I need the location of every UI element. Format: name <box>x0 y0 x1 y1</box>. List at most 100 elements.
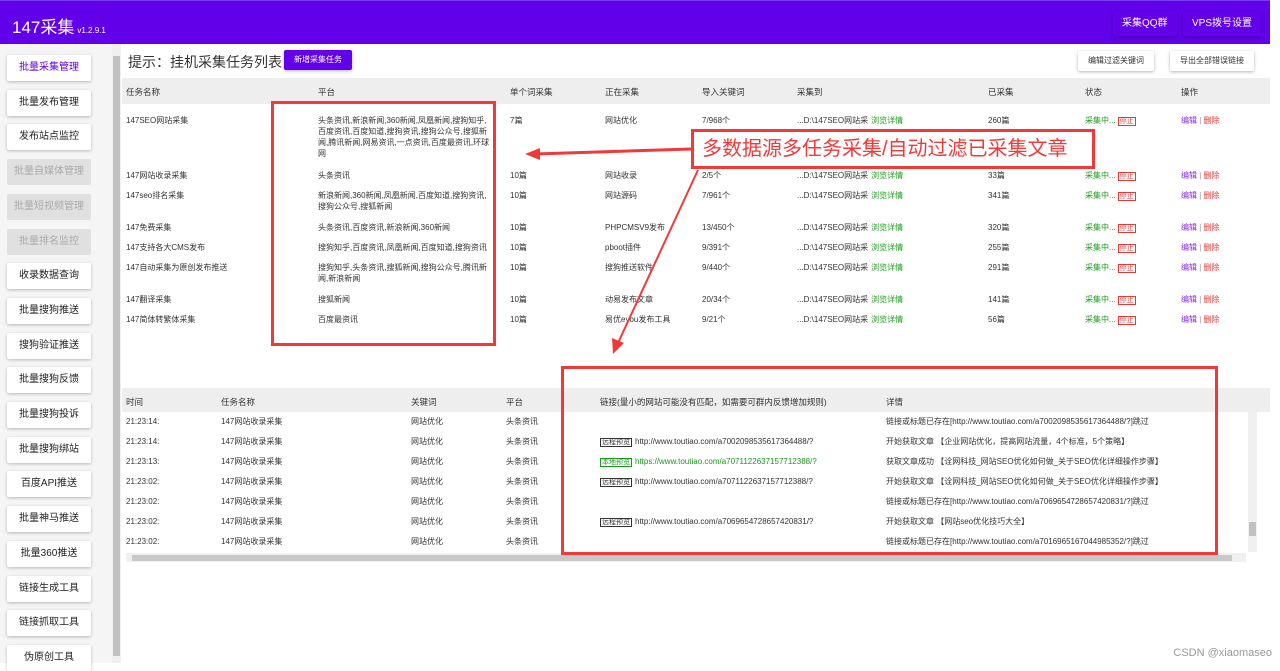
annotation-box-platforms <box>271 101 496 346</box>
link-url[interactable]: http://www.toutiao.com/a7071122637157712… <box>635 477 813 486</box>
edit-link[interactable]: 编辑 <box>1181 263 1197 272</box>
edit-link[interactable]: 编辑 <box>1181 295 1197 304</box>
log-task: 147网站收录采集 <box>221 477 283 486</box>
log-detail: 开始获取文章 【网站seo优化技巧大全】 <box>886 517 1030 526</box>
stop-button[interactable]: 停止 <box>1117 316 1136 325</box>
link-url[interactable]: https://www.toutiao.com/a707112263715771… <box>635 457 817 466</box>
save-path: ...D:\147SEO网站采 浏览详情 <box>797 115 903 126</box>
current-keyword: PHPCMSV9发布 <box>605 223 666 232</box>
sidebar-item[interactable]: 批量采集管理 <box>7 55 91 81</box>
edit-link[interactable]: 编辑 <box>1181 243 1197 252</box>
column-header: 正在采集 <box>605 87 640 97</box>
edit-filter-keywords-button[interactable]: 编辑过滤关键词 <box>1078 51 1154 71</box>
delete-link[interactable]: 删除 <box>1203 315 1220 324</box>
delete-link[interactable]: 删除 <box>1203 191 1220 200</box>
qq-group-button[interactable]: 采集QQ群 <box>1113 12 1177 36</box>
delete-link[interactable]: 删除 <box>1203 243 1220 252</box>
delete-link[interactable]: 删除 <box>1203 116 1220 125</box>
log-platform: 头条资讯 <box>506 477 538 486</box>
view-details-link[interactable]: 浏览详情 <box>871 223 904 232</box>
app-header: 147采集 v1.2.9.1 采集QQ群 VPS拨号设置 <box>0 0 1270 44</box>
keyword-progress: 13/450个 <box>702 223 735 232</box>
log-time: 21:23:14: <box>126 437 160 446</box>
edit-link[interactable]: 编辑 <box>1181 223 1197 232</box>
separator: | <box>1199 116 1202 125</box>
per-keyword-count: 10篇 <box>510 191 527 200</box>
collected-count: 341篇 <box>988 191 1010 200</box>
sidebar-item[interactable]: 批量搜狗绑站 <box>7 436 91 463</box>
view-details-link[interactable]: 浏览详情 <box>871 263 904 272</box>
sidebar-item[interactable]: 收录数据查询 <box>7 263 91 290</box>
stop-button[interactable]: 停止 <box>1117 296 1136 305</box>
log-column-header: 时间 <box>126 397 144 407</box>
view-details-link[interactable]: 浏览详情 <box>871 295 904 304</box>
stop-button[interactable]: 停止 <box>1117 172 1136 181</box>
edit-link[interactable]: 编辑 <box>1181 191 1197 200</box>
edit-link[interactable]: 编辑 <box>1181 315 1197 324</box>
sidebar-item[interactable]: 百度API推送 <box>7 471 91 498</box>
view-details-link[interactable]: 浏览详情 <box>871 171 904 180</box>
log-time: 21:23:02: <box>126 537 160 546</box>
view-details-link[interactable]: 浏览详情 <box>871 243 904 252</box>
save-path: ...D:\147SEO网站采 浏览详情 <box>797 190 903 201</box>
local-preview-button[interactable]: 本地预览 <box>600 458 632 467</box>
status: 采集中... 停止 <box>1085 242 1136 254</box>
edit-link[interactable]: 编辑 <box>1181 171 1197 180</box>
log-detail: 链接或标题已存在[http://www.toutiao.com/a7002098… <box>886 417 1149 426</box>
stop-button[interactable]: 停止 <box>1117 192 1136 201</box>
delete-link[interactable]: 删除 <box>1203 171 1220 180</box>
stop-button[interactable]: 停止 <box>1117 117 1136 126</box>
sidebar-item[interactable]: 发布站点监控 <box>7 124 91 151</box>
main-scrollbar-thumb[interactable] <box>113 56 120 656</box>
link-url[interactable]: http://www.toutiao.com/a7069654728657420… <box>635 517 814 526</box>
sidebar-item[interactable]: 链接生成工具 <box>7 575 91 602</box>
task-platforms: 新浪新闻,360新闻,凤凰新闻,百度知道,搜狗资讯,搜狗公众号,搜狐新闻 <box>318 191 487 211</box>
column-header: 操作 <box>1181 87 1199 97</box>
status-text: 采集中... <box>1085 295 1116 304</box>
log-detail: 开始获取文章 【诠网科技_网站SEO优化如何做_关于SEO优化详细操作步骤】 <box>886 477 1163 486</box>
sidebar-item[interactable]: 搜狗验证推送 <box>7 332 91 359</box>
save-path-text: ...D:\147SEO网站采 <box>797 243 869 252</box>
sidebar-item[interactable]: 批量360推送 <box>7 540 91 567</box>
delete-link[interactable]: 删除 <box>1203 223 1220 232</box>
status: 采集中... 停止 <box>1085 314 1136 326</box>
view-details-link[interactable]: 浏览详情 <box>871 315 904 324</box>
stop-button[interactable]: 停止 <box>1117 244 1136 253</box>
log-platform: 头条资讯 <box>506 497 538 506</box>
per-keyword-count: 10篇 <box>510 243 527 252</box>
separator: | <box>1199 295 1202 304</box>
remote-preview-button[interactable]: 远程预览 <box>600 478 632 487</box>
view-details-link[interactable]: 浏览详情 <box>871 116 904 125</box>
column-header: 平台 <box>318 87 336 97</box>
remote-preview-button[interactable]: 远程预览 <box>600 518 632 527</box>
sidebar-item[interactable]: 批量神马推送 <box>7 506 91 533</box>
edit-link[interactable]: 编辑 <box>1181 116 1197 125</box>
log-vertical-scrollbar-thumb[interactable] <box>1249 522 1256 536</box>
delete-link[interactable]: 删除 <box>1203 263 1220 272</box>
row-actions: 编辑 | 删除 <box>1181 294 1220 305</box>
export-error-links-button[interactable]: 导出全部错误链接 <box>1170 51 1254 71</box>
view-details-link[interactable]: 浏览详情 <box>871 191 904 200</box>
sidebar-item[interactable]: 批量搜狗推送 <box>7 297 91 324</box>
stop-button[interactable]: 停止 <box>1117 224 1136 233</box>
link-url[interactable]: http://www.toutiao.com/a7002098535617364… <box>635 437 814 446</box>
row-actions: 编辑 | 删除 <box>1181 170 1220 181</box>
delete-link[interactable]: 删除 <box>1203 295 1220 304</box>
sidebar-item[interactable]: 链接抓取工具 <box>7 610 91 637</box>
add-task-button[interactable]: 新增采集任务 <box>284 50 352 70</box>
log-horizontal-scrollbar-thumb[interactable] <box>132 555 1232 561</box>
sidebar-item[interactable]: 批量发布管理 <box>7 89 91 116</box>
remote-preview-button[interactable]: 远程预览 <box>600 438 632 447</box>
vps-dial-settings-button[interactable]: VPS拨号设置 <box>1183 12 1261 36</box>
task-name: 147简体转繁体采集 <box>126 315 196 324</box>
task-platforms: 搜狗知乎,头条资讯,搜狐新闻,搜狗公众号,腾讯新闻,新浪新闻 <box>318 263 487 283</box>
stop-button[interactable]: 停止 <box>1117 264 1136 273</box>
status-text: 采集中... <box>1085 223 1116 232</box>
log-link: 本地预览 https://www.toutiao.com/a70711226371… <box>600 456 817 468</box>
log-vertical-scrollbar[interactable] <box>1248 412 1257 552</box>
column-header: 已采集 <box>988 87 1014 97</box>
sidebar-item[interactable]: 批量搜狗投诉 <box>7 402 91 428</box>
per-keyword-count: 10篇 <box>510 315 527 324</box>
sidebar-item[interactable]: 批量搜狗反馈 <box>7 367 91 394</box>
task-name: 147支持各大CMS发布 <box>126 243 206 252</box>
